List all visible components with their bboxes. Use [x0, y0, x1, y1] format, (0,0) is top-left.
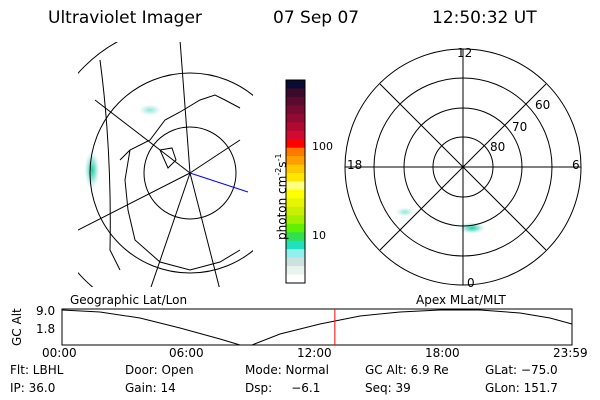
colorbar-swatch — [286, 232, 305, 242]
colorbar-swatch — [286, 130, 305, 140]
colorbar-tick-100: 100 — [312, 140, 333, 153]
info-row1-1: Door: Open — [125, 363, 194, 377]
date: 07 Sep 07 — [273, 8, 360, 28]
gc-alt-axis-label: GC Alt — [10, 308, 24, 346]
colorbar-tick-10: 10 — [312, 229, 326, 242]
colorbar-swatch — [286, 223, 305, 233]
altitude-plot — [61, 308, 573, 346]
colorbar-unit: photon cm-2s-1 — [274, 153, 289, 240]
mlat-70: 70 — [512, 120, 528, 134]
polar-plot — [344, 48, 582, 286]
colorbar-swatch — [286, 189, 305, 199]
tick-0: 00:00 — [42, 346, 77, 360]
mlt-6: 6 — [572, 158, 580, 172]
colorbar-swatch — [286, 156, 305, 166]
info-row1-4: GLat: −75.0 — [485, 363, 558, 377]
colorbar-swatch — [286, 181, 305, 191]
tick-4: 23:59 — [553, 346, 588, 360]
colorbar-swatch — [286, 173, 305, 182]
ymin: 1.8 — [36, 322, 56, 336]
colorbar-swatch — [286, 147, 305, 157]
colorbar-swatch — [286, 274, 305, 284]
mlat-60: 60 — [535, 98, 551, 112]
colorbar-swatch — [286, 257, 305, 267]
colorbar-swatch — [286, 206, 305, 216]
altitude-curve — [61, 309, 573, 346]
info-row2-0: IP: 36.0 — [10, 381, 56, 395]
mlat-80: 80 — [490, 140, 506, 154]
geo-label: Geographic Lat/Lon — [70, 293, 188, 307]
colorbar-swatch — [286, 96, 305, 106]
colorbar-swatch — [286, 88, 305, 98]
colorbar-swatch — [286, 80, 305, 89]
colorbar-swatch — [286, 139, 305, 149]
ymax: 9.0 — [36, 304, 56, 318]
colorbar — [286, 80, 305, 284]
apex-label: Apex MLat/MLT — [416, 293, 506, 307]
mlt-12: 12 — [457, 46, 473, 60]
info-row2-1: Gain: 14 — [125, 381, 176, 395]
colorbar-swatch — [286, 198, 305, 208]
geographic-map — [78, 42, 253, 287]
info-row1-0: Flt: LBHL — [10, 363, 64, 377]
info-row2-4: GLon: 151.7 — [485, 381, 558, 395]
info-row1-2: Mode: Normal — [245, 363, 329, 377]
colorbar-swatch — [286, 215, 305, 225]
tick-2: 12:00 — [297, 346, 332, 360]
colorbar-swatch — [286, 122, 305, 132]
tick-3: 18:00 — [425, 346, 460, 360]
colorbar-swatch — [286, 249, 305, 259]
title: Ultraviolet Imager — [48, 8, 202, 28]
colorbar-swatch — [286, 266, 305, 276]
info-row2-2: Dsp: −6.1 — [245, 381, 321, 395]
tick-1: 06:00 — [169, 346, 204, 360]
mlt-18: 18 — [347, 158, 363, 172]
info-row2-3: Seq: 39 — [365, 381, 411, 395]
time: 12:50:32 UT — [432, 8, 537, 28]
colorbar-swatch — [286, 113, 305, 123]
colorbar-swatch — [286, 240, 305, 250]
mlt-0: 0 — [467, 276, 475, 290]
info-row1-3: GC Alt: 6.9 Re — [365, 363, 449, 377]
colorbar-swatch — [286, 105, 305, 115]
colorbar-swatch — [286, 164, 305, 174]
